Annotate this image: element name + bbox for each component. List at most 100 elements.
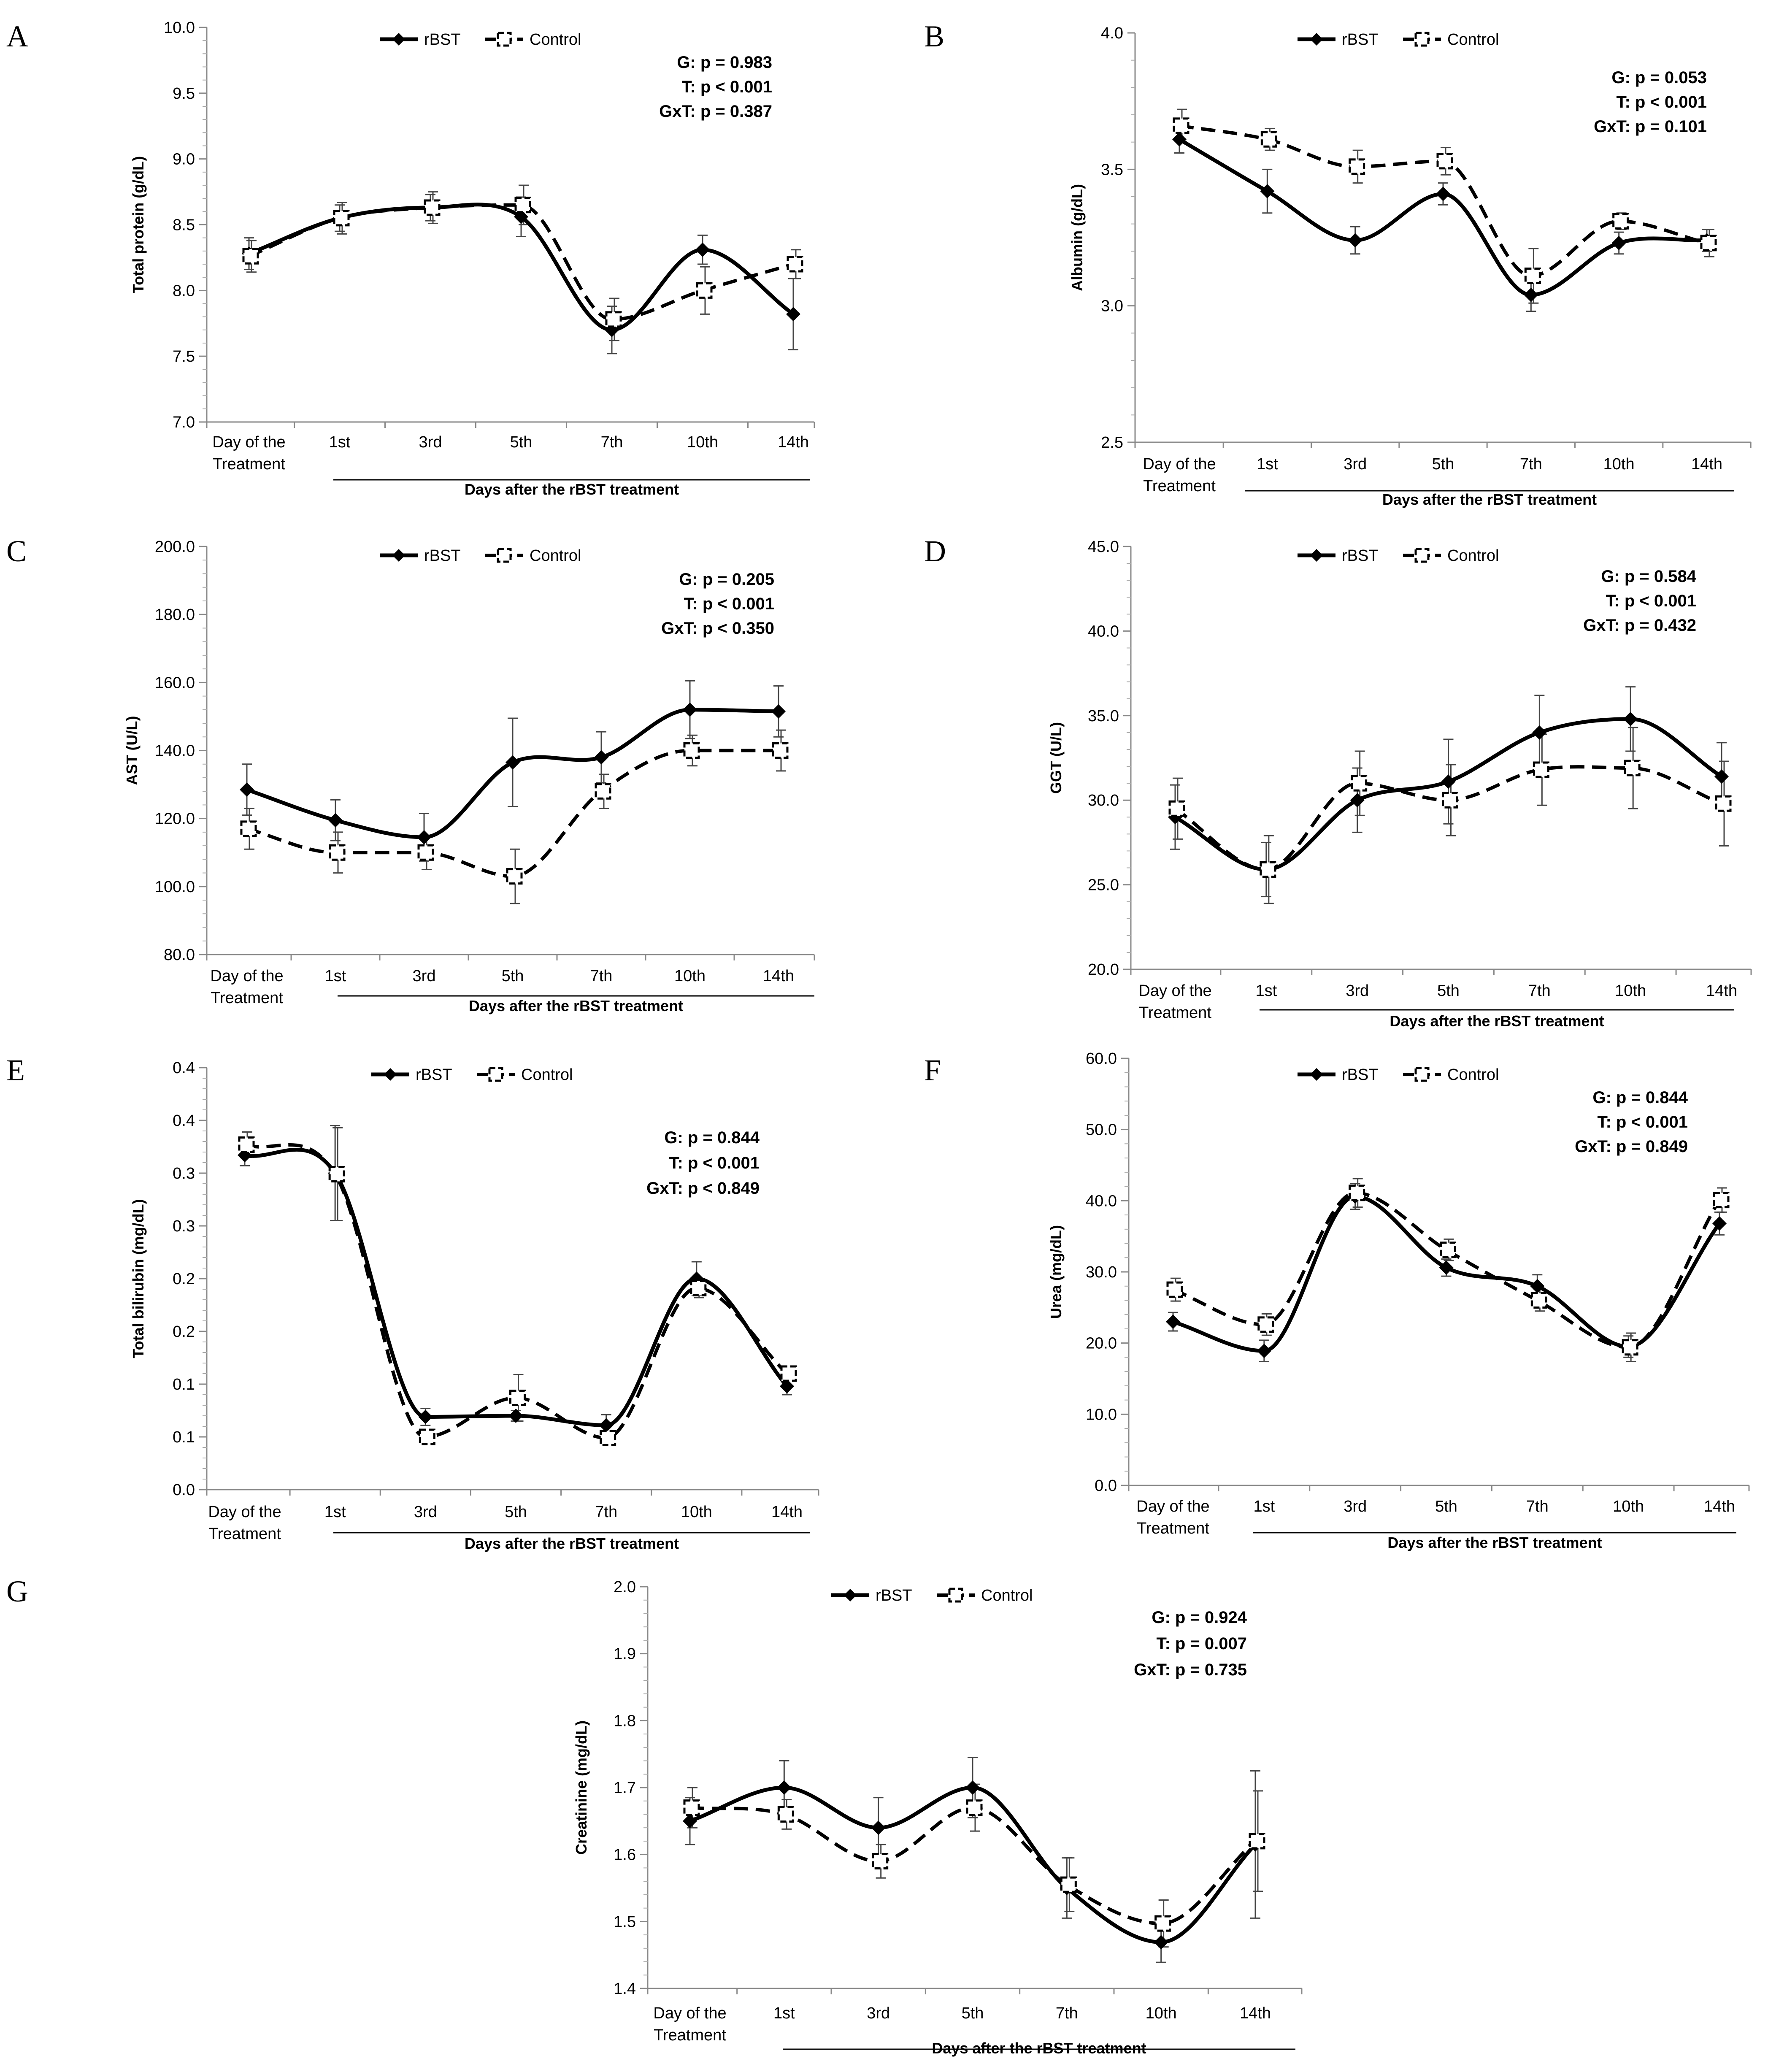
y-axis-title: Total bilirubin (mg/dL)	[130, 1199, 147, 1358]
stats-line: G: p = 0.844	[664, 1128, 760, 1147]
chart-panel-b: B 2.5 3.0 3.5 4.0 Day of the Treatment 1st 3rd 5t…	[924, 19, 1752, 508]
y-tick-label: 10.0	[1086, 1406, 1117, 1423]
y-tick-label: 20.0	[1088, 961, 1119, 979]
point-control	[417, 844, 434, 861]
point-rbst	[506, 755, 520, 770]
point-control	[240, 820, 257, 837]
y-tick-label: 9.0	[173, 151, 195, 168]
point-rbst	[1154, 1935, 1168, 1950]
point-control	[1624, 760, 1641, 776]
y-tick-label: 9.5	[173, 85, 195, 103]
y-tick-label: 1.4	[614, 1980, 636, 1998]
point-control	[595, 783, 611, 800]
x-tick-label: Day of the Treatment	[210, 967, 283, 1007]
point-rbst	[328, 813, 343, 828]
chart-panel-a: A 7.0 7.5 8.0 8.5 9.0 9.5 10.0 Day of the Treatme…	[6, 19, 815, 498]
y-tick-label: 40.0	[1086, 1192, 1117, 1210]
y-tick-label: 3.5	[1101, 161, 1123, 179]
x-tick-label: 3rd	[1344, 455, 1367, 473]
y-tick-label: 2.0	[614, 1578, 636, 1596]
y-tick-label: 20.0	[1086, 1335, 1117, 1352]
y-tick-label: 0.1	[173, 1376, 195, 1393]
legend-marker-rbst	[392, 33, 405, 46]
x-tick-label: 14th	[771, 1503, 803, 1521]
x-tick-label-line: Day of the	[208, 1503, 281, 1521]
y-tick-label: 80.0	[164, 946, 195, 964]
point-rbst	[1714, 769, 1729, 784]
panel-letter: A	[6, 19, 28, 53]
stats-line: GxT: p = 0.735	[1134, 1661, 1247, 1679]
y-axis-title: AST (U/L)	[123, 716, 141, 785]
legend-label-control: Control	[1447, 547, 1499, 565]
point-rbst	[599, 1418, 614, 1433]
point-control	[1713, 1192, 1730, 1209]
stats-line: GxT: p = 0.101	[1594, 117, 1707, 136]
point-control	[683, 742, 700, 759]
x-tick-label: 10th	[1603, 455, 1635, 473]
chart-panel-d: D 20.0 25.0 30.0 35.0 40.0 45.0 Day of the Treat…	[924, 534, 1752, 1030]
point-control	[1166, 1281, 1183, 1298]
legend-marker-rbst	[392, 549, 405, 562]
x-tick-label-line: Day of the	[212, 433, 285, 451]
stats-line: T: p < 0.001	[1597, 1113, 1688, 1131]
y-tick-label: 0.4	[173, 1059, 195, 1077]
y-tick-label: 45.0	[1088, 538, 1119, 556]
point-rbst	[1350, 793, 1365, 808]
y-tick-label: 0.2	[173, 1323, 195, 1341]
point-control	[605, 311, 622, 328]
x-tick-label: 5th	[505, 1503, 527, 1521]
y-tick-label: 8.5	[173, 216, 195, 234]
point-rbst	[417, 830, 431, 844]
legend-marker-control	[1414, 32, 1430, 47]
legend-label-control: Control	[530, 547, 581, 565]
y-tick-label: 25.0	[1088, 876, 1119, 894]
legend-label-rbst: rBST	[424, 31, 461, 49]
x-axis-title: Days after the rBST treatment	[469, 997, 683, 1014]
x-tick-label: Day of the Treatment	[1136, 1498, 1209, 1537]
point-control	[329, 844, 346, 861]
x-tick-label-line: Treatment	[654, 2026, 726, 2044]
legend-marker-control	[488, 1067, 503, 1082]
y-tick-label: 60.0	[1086, 1050, 1117, 1068]
point-control	[1530, 1292, 1547, 1309]
x-tick-label-line: Treatment	[1139, 1004, 1211, 1022]
y-tick-label: 0.3	[173, 1165, 195, 1182]
x-tick-label: 3rd	[414, 1503, 437, 1521]
legend-label-control: Control	[521, 1066, 573, 1084]
point-control	[683, 1799, 700, 1816]
legend-marker-control	[948, 1588, 963, 1603]
x-tick-label: 7th	[595, 1503, 617, 1521]
y-tick-label: 1.8	[614, 1712, 636, 1730]
point-control	[690, 1280, 707, 1296]
point-control	[1524, 268, 1541, 284]
point-rbst	[786, 307, 800, 322]
point-rbst	[780, 1379, 794, 1393]
stats-line: GxT: p = 0.387	[659, 102, 772, 121]
legend-marker-rbst	[384, 1068, 397, 1081]
y-tick-label: 0.1	[173, 1428, 195, 1446]
point-rbst	[771, 704, 786, 719]
x-tick-label: Day of the Treatment	[653, 2004, 726, 2044]
legend-label-control: Control	[530, 31, 581, 49]
point-control	[696, 282, 713, 299]
x-tick-label: 3rd	[1344, 1498, 1367, 1515]
legend-label-rbst: rBST	[424, 547, 461, 565]
x-axis-title: Days after the rBST treatment	[465, 481, 679, 498]
panel-letter: C	[6, 534, 27, 568]
x-tick-label-line: Treatment	[213, 455, 285, 473]
y-tick-label: 10.0	[164, 19, 195, 37]
point-rbst	[695, 242, 710, 257]
point-control	[1260, 861, 1276, 878]
point-control	[1349, 1185, 1365, 1201]
x-axis-title: Days after the rBST treatment	[1390, 1012, 1604, 1030]
point-control	[424, 199, 441, 216]
point-control	[1257, 1316, 1274, 1333]
point-rbst	[1436, 187, 1450, 201]
x-tick-label: 14th	[1704, 1498, 1735, 1515]
point-control	[966, 1799, 983, 1816]
stats-line: T: p < 0.001	[1606, 592, 1696, 610]
point-control	[777, 1806, 794, 1823]
point-control	[419, 1428, 435, 1445]
x-tick-label: 5th	[1435, 1498, 1457, 1515]
y-tick-label: 8.0	[173, 282, 195, 300]
